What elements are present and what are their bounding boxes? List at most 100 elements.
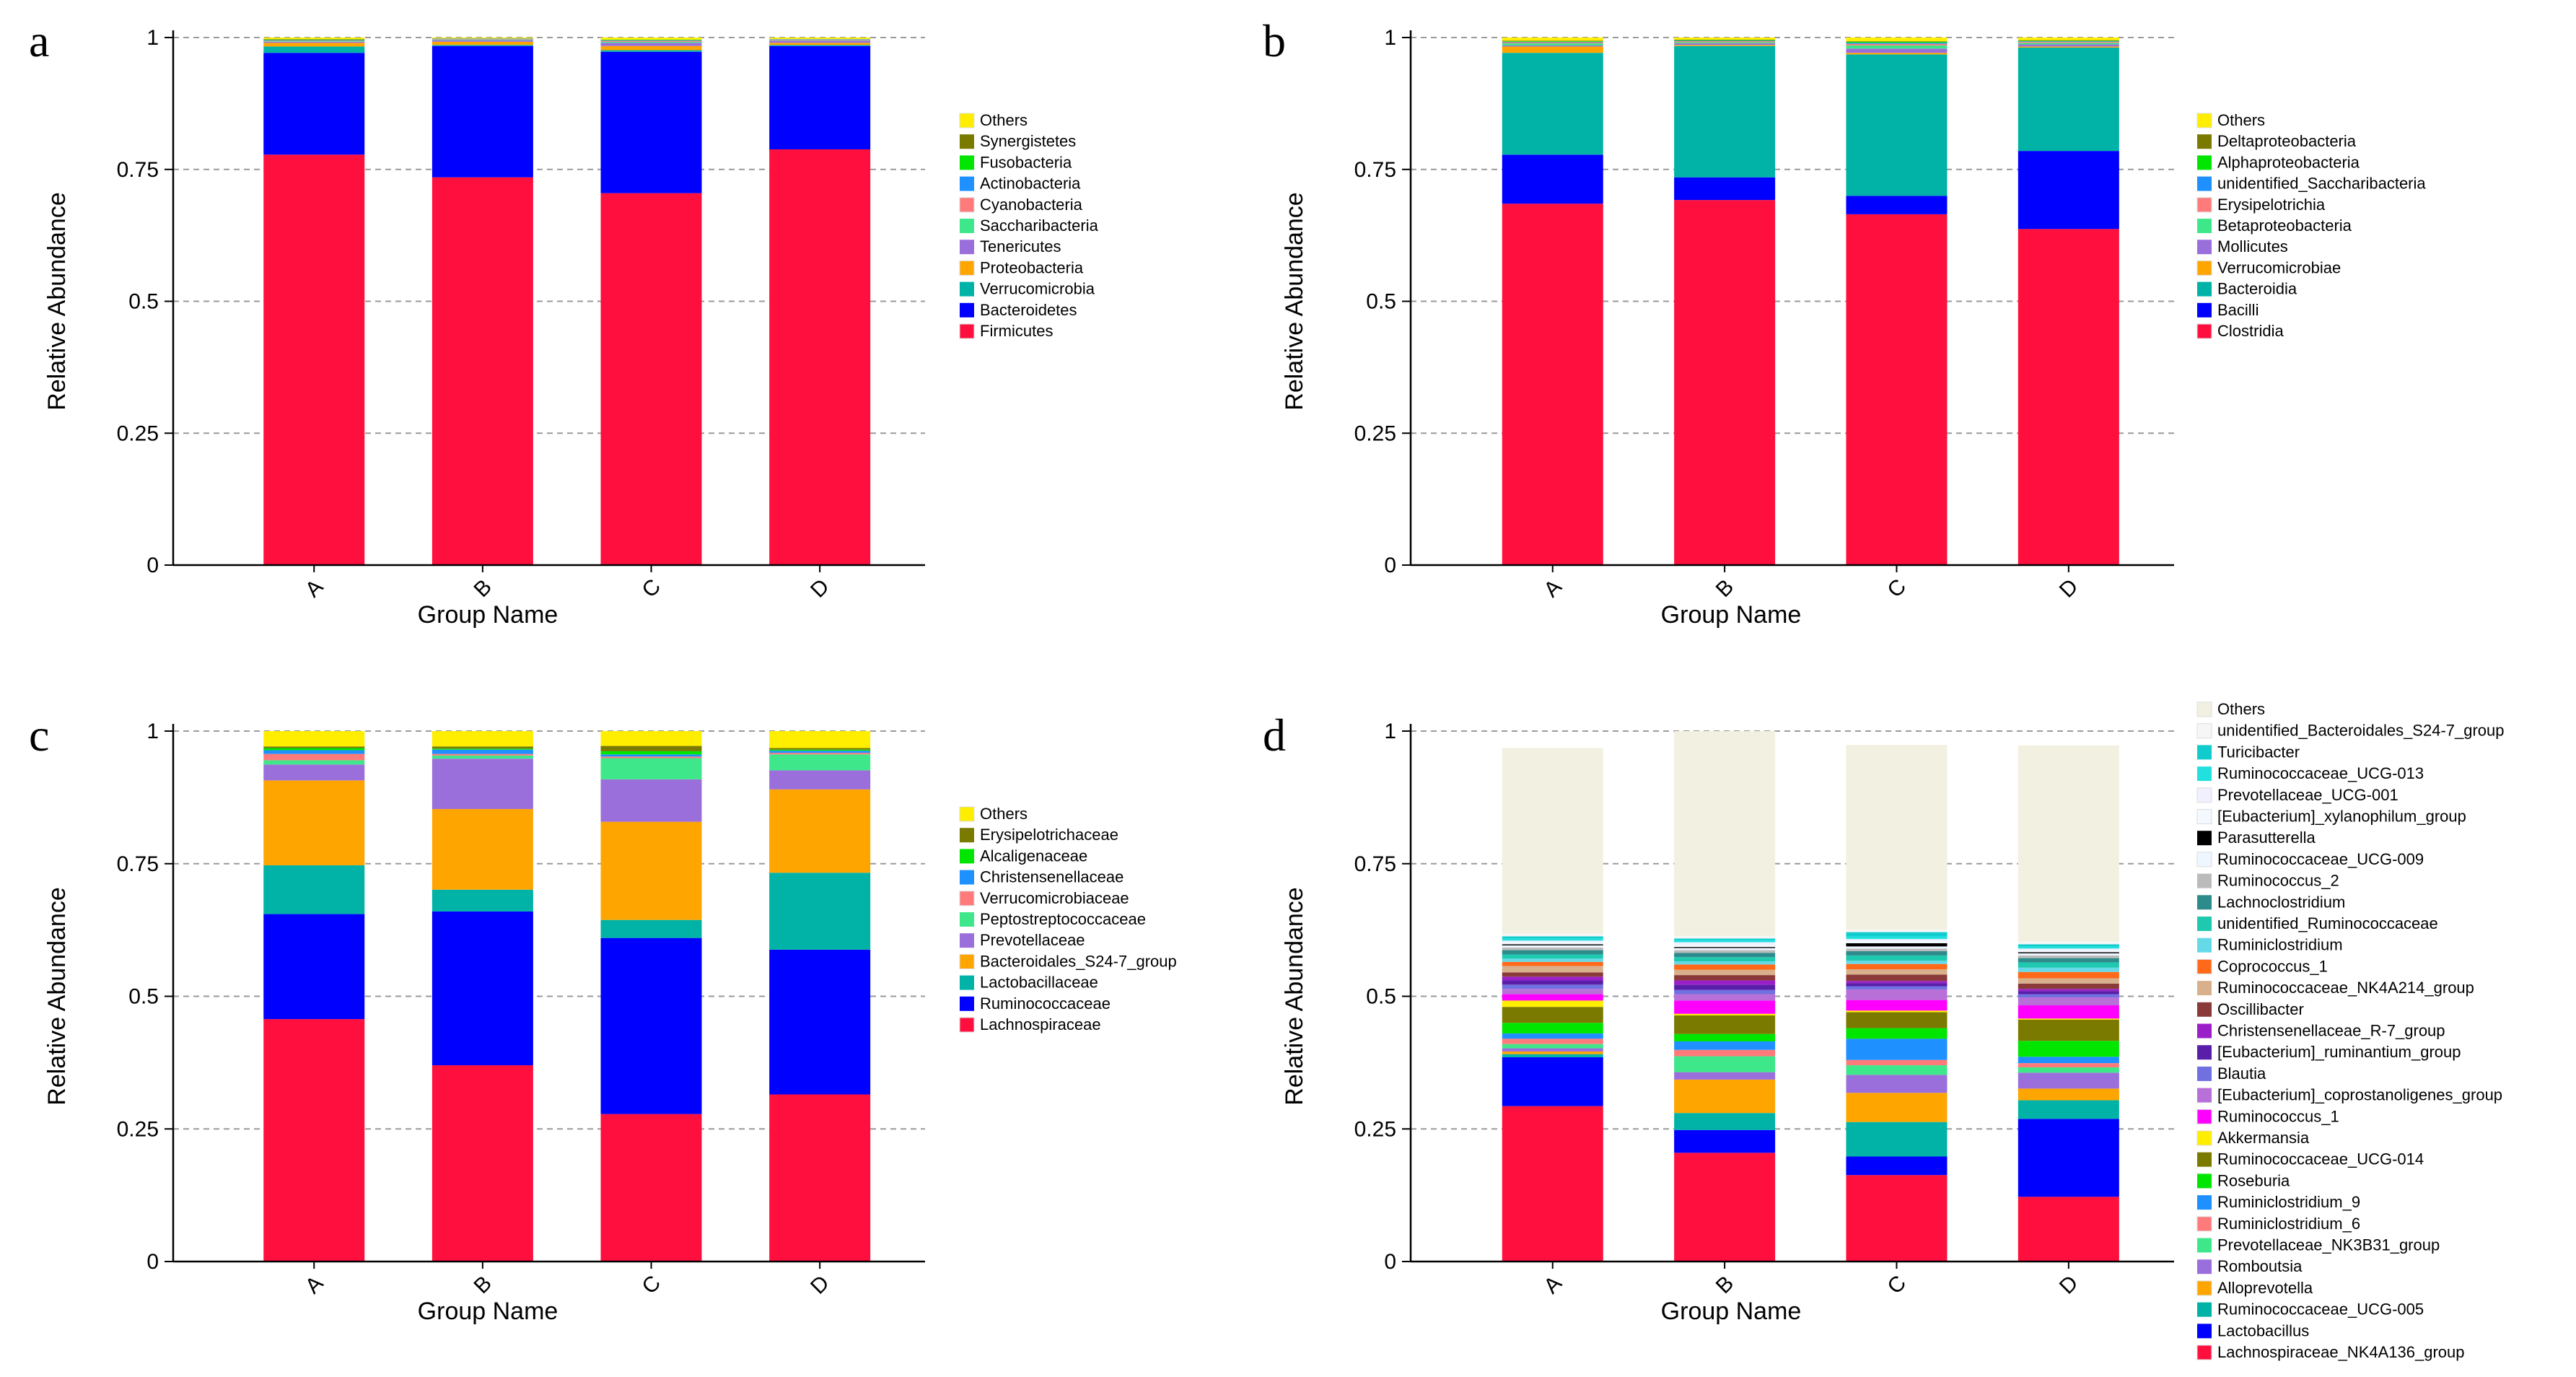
bar-segment-D-others: [769, 731, 871, 748]
bar-segment-D-ruminiclostridium-9: [2018, 1057, 2119, 1064]
bar-segment-A-others: [1502, 38, 1603, 41]
panel-b: b A B C D 0 0.25 0.5 0.75 1 Group Name Relative Abu…: [1263, 15, 2426, 629]
bar-segment-B-turicibacter: [1674, 938, 1776, 940]
bar-segment-C-others: [600, 731, 702, 746]
legend-swatch: [960, 870, 974, 885]
bar-segment-C--eubacterium-coprostanoligenes-group: [1846, 989, 1948, 1000]
legend-swatch: [960, 828, 974, 843]
bar-segment-A-alloprevotella: [1502, 1051, 1603, 1054]
bar-segment-A-tenericutes: [263, 41, 365, 43]
bar-segment-C-prevotellaceae-ucg-001: [1846, 939, 1948, 942]
bar-segment-D-roseburia: [2018, 1041, 2119, 1057]
legend-label: Bacteroidetes: [980, 301, 1077, 319]
legend-label: Ruminococcus_1: [2217, 1107, 2339, 1125]
bar-segment-A-christensenellaceae-r-7-group: [1502, 976, 1603, 981]
bar-segment-D-ruminococcaceae: [769, 949, 871, 1095]
legend-swatch: [2197, 1152, 2212, 1167]
bar-segment-A-firmicutes: [263, 154, 365, 566]
bar-segment-A-ruminococcaceae: [263, 914, 365, 1020]
legend-label: Tenericutes: [980, 237, 1061, 255]
bar-segment-B-ruminococcaceae-ucg-009: [1674, 948, 1776, 950]
x-tick-label-A: A: [1539, 1272, 1566, 1298]
bar-segment-A-lachnoclostridium: [1502, 950, 1603, 955]
bar-segment-B--eubacterium-xylanophilum-group: [1674, 945, 1776, 948]
bar-segment-C-erysipelotrichaceae: [600, 746, 702, 751]
legend-swatch: [2196, 701, 2212, 717]
bar-segment-C-alcaligenaceae: [600, 751, 702, 755]
y-tick-label-2: 0.5: [128, 290, 159, 314]
bar-segment-D-erysipelotrichaceae: [769, 748, 871, 750]
y-tick-label-0: 0: [1384, 554, 1396, 577]
bar-segment-C-lachnoclostridium: [1846, 951, 1948, 956]
bar-segment-A-blautia: [1502, 984, 1603, 989]
bar-segment-C-cyanobacteria: [600, 40, 702, 42]
legend-label: Ruminococcaceae_UCG-005: [2217, 1300, 2424, 1319]
bar-segment-A-deltaproteobacteria: [1502, 40, 1603, 42]
bar-segment-D-alphaproteobacteria: [2018, 40, 2119, 42]
y-tick-label-0: 0: [146, 1250, 159, 1274]
bar-segment-A-ruminococcus-1: [1502, 994, 1603, 1001]
panel-letter: b: [1263, 15, 1286, 66]
bar-segment-B-oscillibacter: [1674, 975, 1776, 981]
legend-swatch: [2196, 113, 2212, 128]
legend-swatch: [960, 134, 974, 149]
legend-label: Lactobacillaceae: [980, 974, 1098, 992]
bar-segment-D-peptostreptococcaceae: [769, 754, 871, 771]
legend-label: unidentified_Ruminococcaceae: [2217, 914, 2438, 932]
x-tick-label-D: D: [2055, 1271, 2083, 1299]
bar-segment-B-mollicutes: [1674, 43, 1776, 45]
y-tick-label-0: 0: [146, 554, 159, 577]
bar-segment-C-proteobacteria: [600, 45, 702, 51]
legend-swatch: [960, 219, 974, 233]
bar-segment-B-prevotellaceae-ucg-001: [1674, 942, 1776, 945]
legend-label: Ruminococcaceae_UCG-014: [2217, 1150, 2424, 1168]
legend-label: [Eubacterium]_ruminantium_group: [2217, 1043, 2461, 1061]
legend-swatch: [2196, 852, 2212, 867]
legend-swatch: [960, 240, 974, 255]
y-tick-label-1: 0.25: [1354, 1117, 1396, 1141]
bar-segment-D-ruminococcaceae-ucg-009: [2018, 953, 2119, 956]
bar-segment-A-parasutterella: [1502, 944, 1603, 945]
bar-segment-C-prevotellaceae: [600, 779, 702, 822]
bar-segment-D-ruminococcus-1: [2018, 1005, 2119, 1019]
y-tick-label-4: 1: [1384, 26, 1396, 50]
bar-segment-D-prevotellaceae-nk3b31-group: [2018, 1067, 2119, 1073]
legend-label: Others: [2217, 700, 2265, 718]
bar-segment-D-christensenellaceae: [769, 751, 871, 753]
bar-segment-D-bacteroidetes: [769, 45, 871, 149]
bar-segment-A-synergistetes: [263, 39, 365, 40]
legend-label: Proteobacteria: [980, 258, 1084, 276]
bar-segment-C-alphaproteobacteria: [1846, 41, 1948, 43]
bar-segment-A-proteobacteria: [263, 43, 365, 47]
bar-segment-C-ruminococcus-2: [1846, 948, 1948, 952]
legend-label: Bacteroidales_S24-7_group: [980, 952, 1177, 970]
legend-swatch: [2197, 1173, 2212, 1189]
legend-label: Ruminococcaceae_UCG-013: [2217, 764, 2424, 782]
legend-swatch: [2197, 155, 2212, 170]
bar-segment-B-ruminococcaceae-ucg-013: [1674, 940, 1776, 943]
bar-segment-A-akkermansia: [1502, 1000, 1603, 1007]
legend-label: Romboutsia: [2217, 1257, 2303, 1275]
bar-segment-A-actinobacteria: [263, 40, 365, 41]
y-tick-label-1: 0.25: [1354, 421, 1396, 445]
panel-letter: a: [29, 15, 49, 66]
bar-segment-D-betaproteobacteria: [2018, 43, 2119, 45]
bar-segment-B-blautia: [1674, 989, 1776, 994]
bar-segment-B-romboutsia: [1674, 1072, 1776, 1080]
bar-segment-B-bacteroidetes: [431, 45, 533, 178]
bar-segment-C-verrucomicrobia: [600, 50, 702, 52]
legend-label: Parasutterella: [2217, 829, 2316, 847]
legend-swatch: [2197, 1324, 2212, 1339]
legend-swatch: [2196, 1280, 2212, 1296]
legend-label: Ruminococcus_2: [2217, 872, 2339, 890]
bar-segment-B-ruminococcaceae-ucg-014: [1674, 1015, 1776, 1034]
y-axis-title: Relative Abundance: [1281, 192, 1308, 410]
legend: Others Synergistetes Fusobacteria Actinobac…: [959, 111, 1099, 340]
bar-segment-D-christensenellaceae-r-7-group: [2018, 989, 2119, 992]
legend-swatch: [959, 113, 975, 128]
bar-segment-C-ruminiclostridium-9: [1846, 1039, 1948, 1060]
legend-label: unidentified_Bacteroidales_S24-7_group: [2217, 722, 2505, 740]
legend-label: [Eubacterium]_xylanophilum_group: [2217, 808, 2466, 826]
bar-segment-C-deltaproteobacteria: [1846, 41, 1948, 42]
bar-segment-B-proteobacteria: [431, 41, 533, 45]
